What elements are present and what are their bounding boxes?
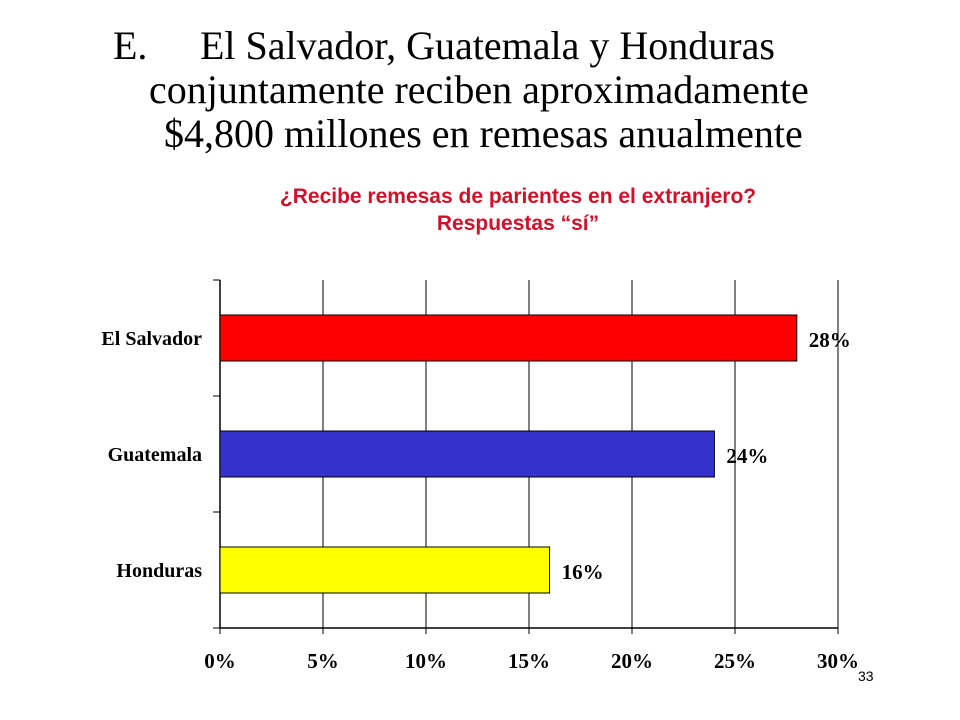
chart-subtitle: Respuestas “sí” (436, 212, 600, 235)
x-tick-label: 10% (405, 649, 447, 673)
bar-guatemala (219, 430, 715, 478)
x-tick-label: 20% (611, 649, 653, 673)
slide-title: E. El Salvador, Guatemala y Honduras con… (0, 24, 960, 156)
slide-title-text-2: conjuntamente reciben aproximadamente (149, 67, 809, 112)
chart-title: ¿Recibe remesas de parientes en el extra… (279, 185, 757, 208)
data-label: 16% (562, 560, 604, 584)
chart-title-block: ¿Recibe remesas de parientes en el extra… (0, 183, 960, 237)
x-tick-label: 0% (204, 649, 236, 673)
data-label: 28% (809, 328, 851, 352)
slide-title-line-1: E. El Salvador, Guatemala y Honduras (0, 24, 960, 68)
slide-title-text-1: El Salvador, Guatemala y Honduras (200, 23, 775, 68)
category-label: El Salvador (101, 328, 202, 350)
page-number: 33 (858, 668, 874, 684)
x-tick-label: 5% (307, 649, 339, 673)
slide-title-text-3: $4,800 millones en remesas anualmente (164, 111, 803, 156)
bar-honduras (219, 546, 551, 594)
slide-title-marker: E. (113, 23, 148, 68)
x-tick-label: 25% (714, 649, 756, 673)
category-label: Guatemala (108, 444, 202, 466)
x-tick-label: 30% (817, 649, 859, 673)
bar-el-salvador (219, 314, 798, 362)
x-tick-label: 15% (508, 649, 550, 673)
category-label: Honduras (116, 560, 202, 582)
data-label: 24% (726, 444, 768, 468)
slide-title-line-2: conjuntamente reciben aproximadamente (0, 68, 960, 112)
slide-title-line-3: $4,800 millones en remesas anualmente (0, 112, 960, 156)
